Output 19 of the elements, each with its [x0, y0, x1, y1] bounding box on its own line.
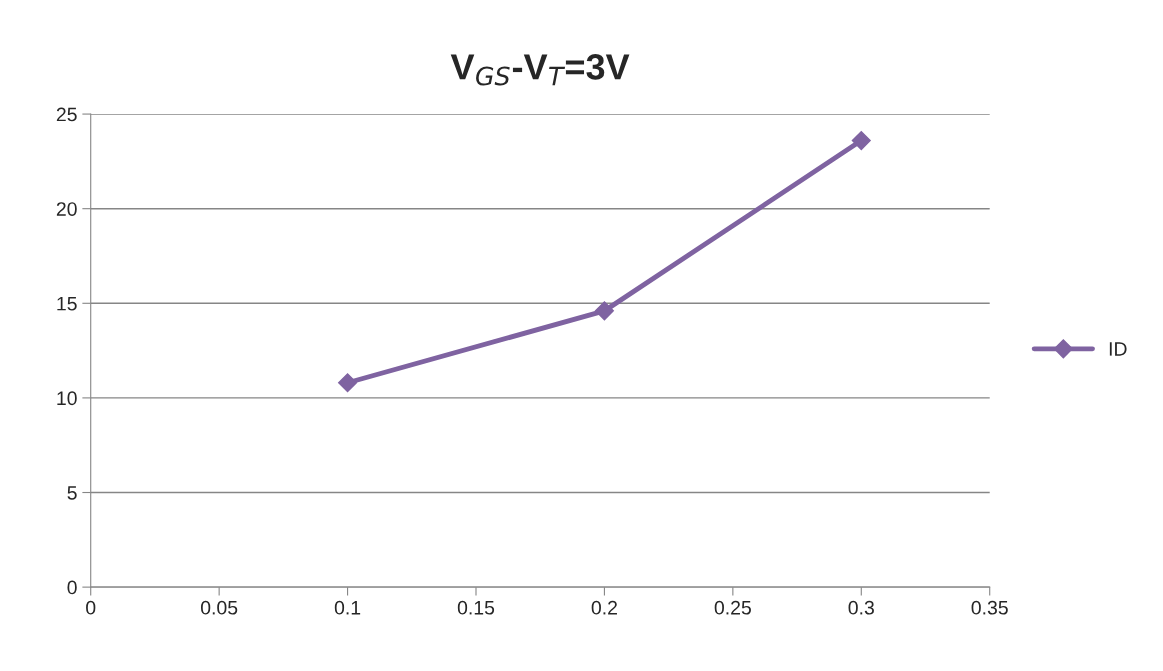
- y-tick-label: 0: [67, 580, 77, 595]
- y-tick-label: 5: [67, 486, 77, 500]
- y-tick-label: 15: [57, 296, 77, 311]
- x-tick-label: 0: [86, 600, 96, 615]
- y-tick-label: 25: [56, 107, 77, 122]
- x-tick-label: 0.2: [591, 600, 617, 615]
- y-tick-label: 20: [56, 202, 77, 216]
- x-tick-label: 0.05: [200, 600, 238, 615]
- legend-label: ID: [1109, 342, 1127, 356]
- x-tick-label: 0.35: [971, 600, 1008, 615]
- x-tick-label: 0.15: [457, 600, 495, 615]
- chart-title: V$_{GS}$-V$_{T}$=3V: [450, 54, 630, 86]
- x-tick-label: 0.3: [848, 600, 874, 615]
- point: [594, 301, 614, 321]
- x-tick-label: 0.25: [714, 600, 751, 615]
- point: [851, 131, 871, 151]
- y-tick-label: 10: [57, 391, 77, 406]
- x-tick-label: 0.1: [334, 600, 361, 615]
- point: [338, 373, 358, 393]
